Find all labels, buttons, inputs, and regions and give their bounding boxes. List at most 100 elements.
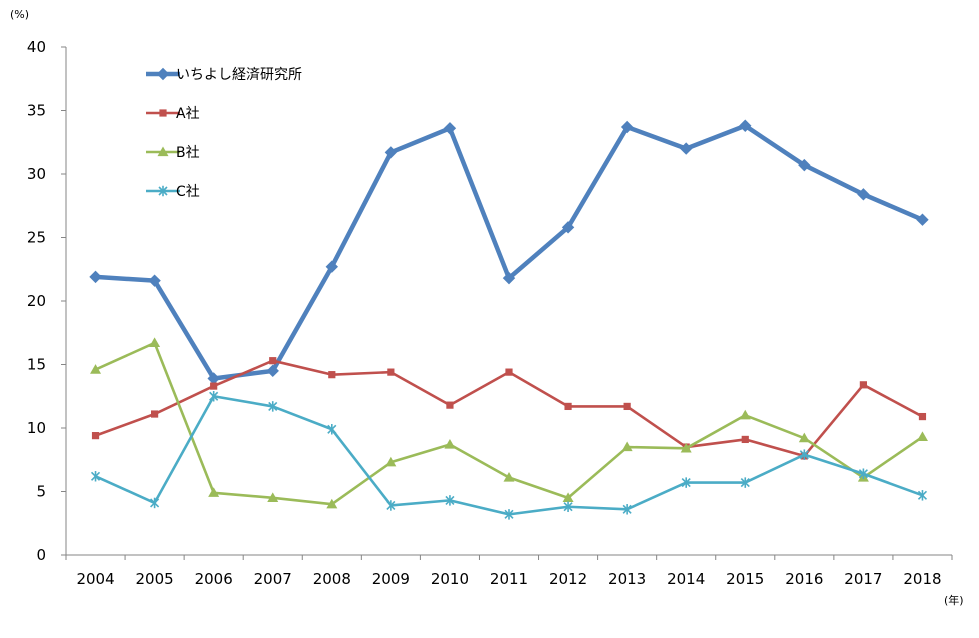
- y-tick-label: 40: [27, 38, 46, 56]
- data-point: [90, 471, 101, 482]
- x-tick-label: 2011: [490, 570, 528, 588]
- data-point: [916, 213, 929, 226]
- data-point: [266, 364, 279, 378]
- data-point: [502, 271, 516, 285]
- y-tick-label: 5: [36, 483, 46, 501]
- data-point: [148, 274, 161, 287]
- series-1: [89, 119, 929, 385]
- data-point: [326, 498, 338, 509]
- data-point: [208, 487, 220, 497]
- series-2: [91, 357, 927, 460]
- y-tick-label: 25: [27, 229, 46, 247]
- x-tick-label: 2006: [195, 570, 233, 588]
- x-tick-label: 2012: [549, 570, 587, 588]
- data-point: [89, 270, 102, 284]
- data-point: [623, 402, 631, 411]
- data-point: [91, 432, 100, 440]
- series-3: [90, 337, 928, 509]
- data-point: [268, 401, 278, 412]
- x-tick-label: 2004: [76, 570, 114, 588]
- y-ticks: 0 5 10 15 20 25 30 35 40: [27, 38, 66, 564]
- data-point: [150, 497, 160, 509]
- data-point: [386, 500, 396, 511]
- data-point: [620, 120, 634, 134]
- data-point: [741, 435, 749, 444]
- series-4: [90, 391, 928, 520]
- data-point: [269, 357, 277, 365]
- data-point: [859, 381, 867, 389]
- x-unit-label: (年): [944, 593, 964, 607]
- data-point: [621, 441, 633, 452]
- data-point: [443, 122, 457, 135]
- legend-item: A社: [146, 106, 200, 122]
- x-tick-label: 2009: [372, 570, 410, 588]
- data-point: [328, 371, 336, 379]
- data-point: [918, 412, 927, 421]
- data-point: [917, 490, 928, 501]
- data-point: [446, 401, 454, 409]
- data-point: [739, 409, 751, 420]
- x-tick-label: 2018: [903, 570, 941, 588]
- data-point: [798, 158, 811, 172]
- legend-label: いちよし経済研究所: [176, 67, 302, 83]
- data-point: [504, 509, 514, 520]
- data-point: [387, 368, 395, 376]
- data-point: [739, 119, 752, 132]
- data-point: [563, 501, 573, 512]
- legend-marker: [156, 67, 170, 81]
- data-point: [798, 432, 810, 443]
- data-point: [858, 468, 868, 479]
- y-unit-label: (%): [10, 8, 29, 21]
- x-ticks: 2004 2005 2006 2007 2008 2009 2010 2011 2012 2013…: [65, 555, 953, 588]
- data-point: [151, 410, 159, 418]
- data-point: [210, 382, 218, 390]
- x-tick-label: 2013: [608, 570, 646, 588]
- y-tick-label: 15: [27, 356, 46, 374]
- y-tick-label: 10: [27, 419, 46, 437]
- data-point: [740, 477, 750, 488]
- x-tick-label: 2016: [785, 570, 823, 588]
- data-point: [209, 391, 219, 402]
- y-tick-label: 35: [27, 102, 46, 120]
- x-tick-label: 2015: [726, 570, 764, 588]
- data-point: [799, 449, 809, 460]
- data-point: [444, 439, 456, 449]
- data-point: [149, 337, 161, 348]
- legend-marker: [158, 185, 168, 197]
- series-line: [93, 123, 925, 381]
- data-point: [680, 442, 692, 453]
- data-point: [561, 221, 575, 234]
- data-point: [90, 364, 102, 374]
- data-point: [327, 424, 337, 435]
- data-point: [562, 492, 574, 502]
- data-point: [384, 146, 398, 159]
- x-tick-label: 2007: [254, 570, 292, 588]
- legend-label: C社: [176, 184, 200, 200]
- x-tick-label: 2005: [136, 570, 174, 588]
- data-point: [325, 260, 339, 273]
- data-point: [679, 142, 693, 155]
- legend-marker: [159, 109, 167, 117]
- data-point: [564, 402, 572, 411]
- data-point: [857, 188, 870, 201]
- data-point: [681, 477, 691, 488]
- data-point: [503, 472, 515, 482]
- legend-item: いちよし経済研究所: [146, 67, 302, 83]
- y-tick-label: 0: [36, 546, 46, 564]
- data-point: [505, 368, 513, 376]
- x-tick-label: 2010: [431, 570, 469, 588]
- data-point: [916, 431, 928, 442]
- data-point: [385, 456, 397, 467]
- x-tick-label: 2014: [667, 570, 705, 588]
- data-point: [267, 492, 279, 502]
- legend-label: A社: [176, 106, 200, 122]
- legend-item: C社: [146, 184, 200, 200]
- legend: いちよし経済研究所 A社 B社 C社: [146, 67, 302, 200]
- x-tick-label: 2008: [313, 570, 351, 588]
- legend-item: B社: [146, 145, 200, 161]
- legend-label: B社: [176, 145, 200, 161]
- data-point: [622, 504, 632, 515]
- y-tick-label: 30: [27, 165, 46, 183]
- legend-marker: [157, 146, 169, 157]
